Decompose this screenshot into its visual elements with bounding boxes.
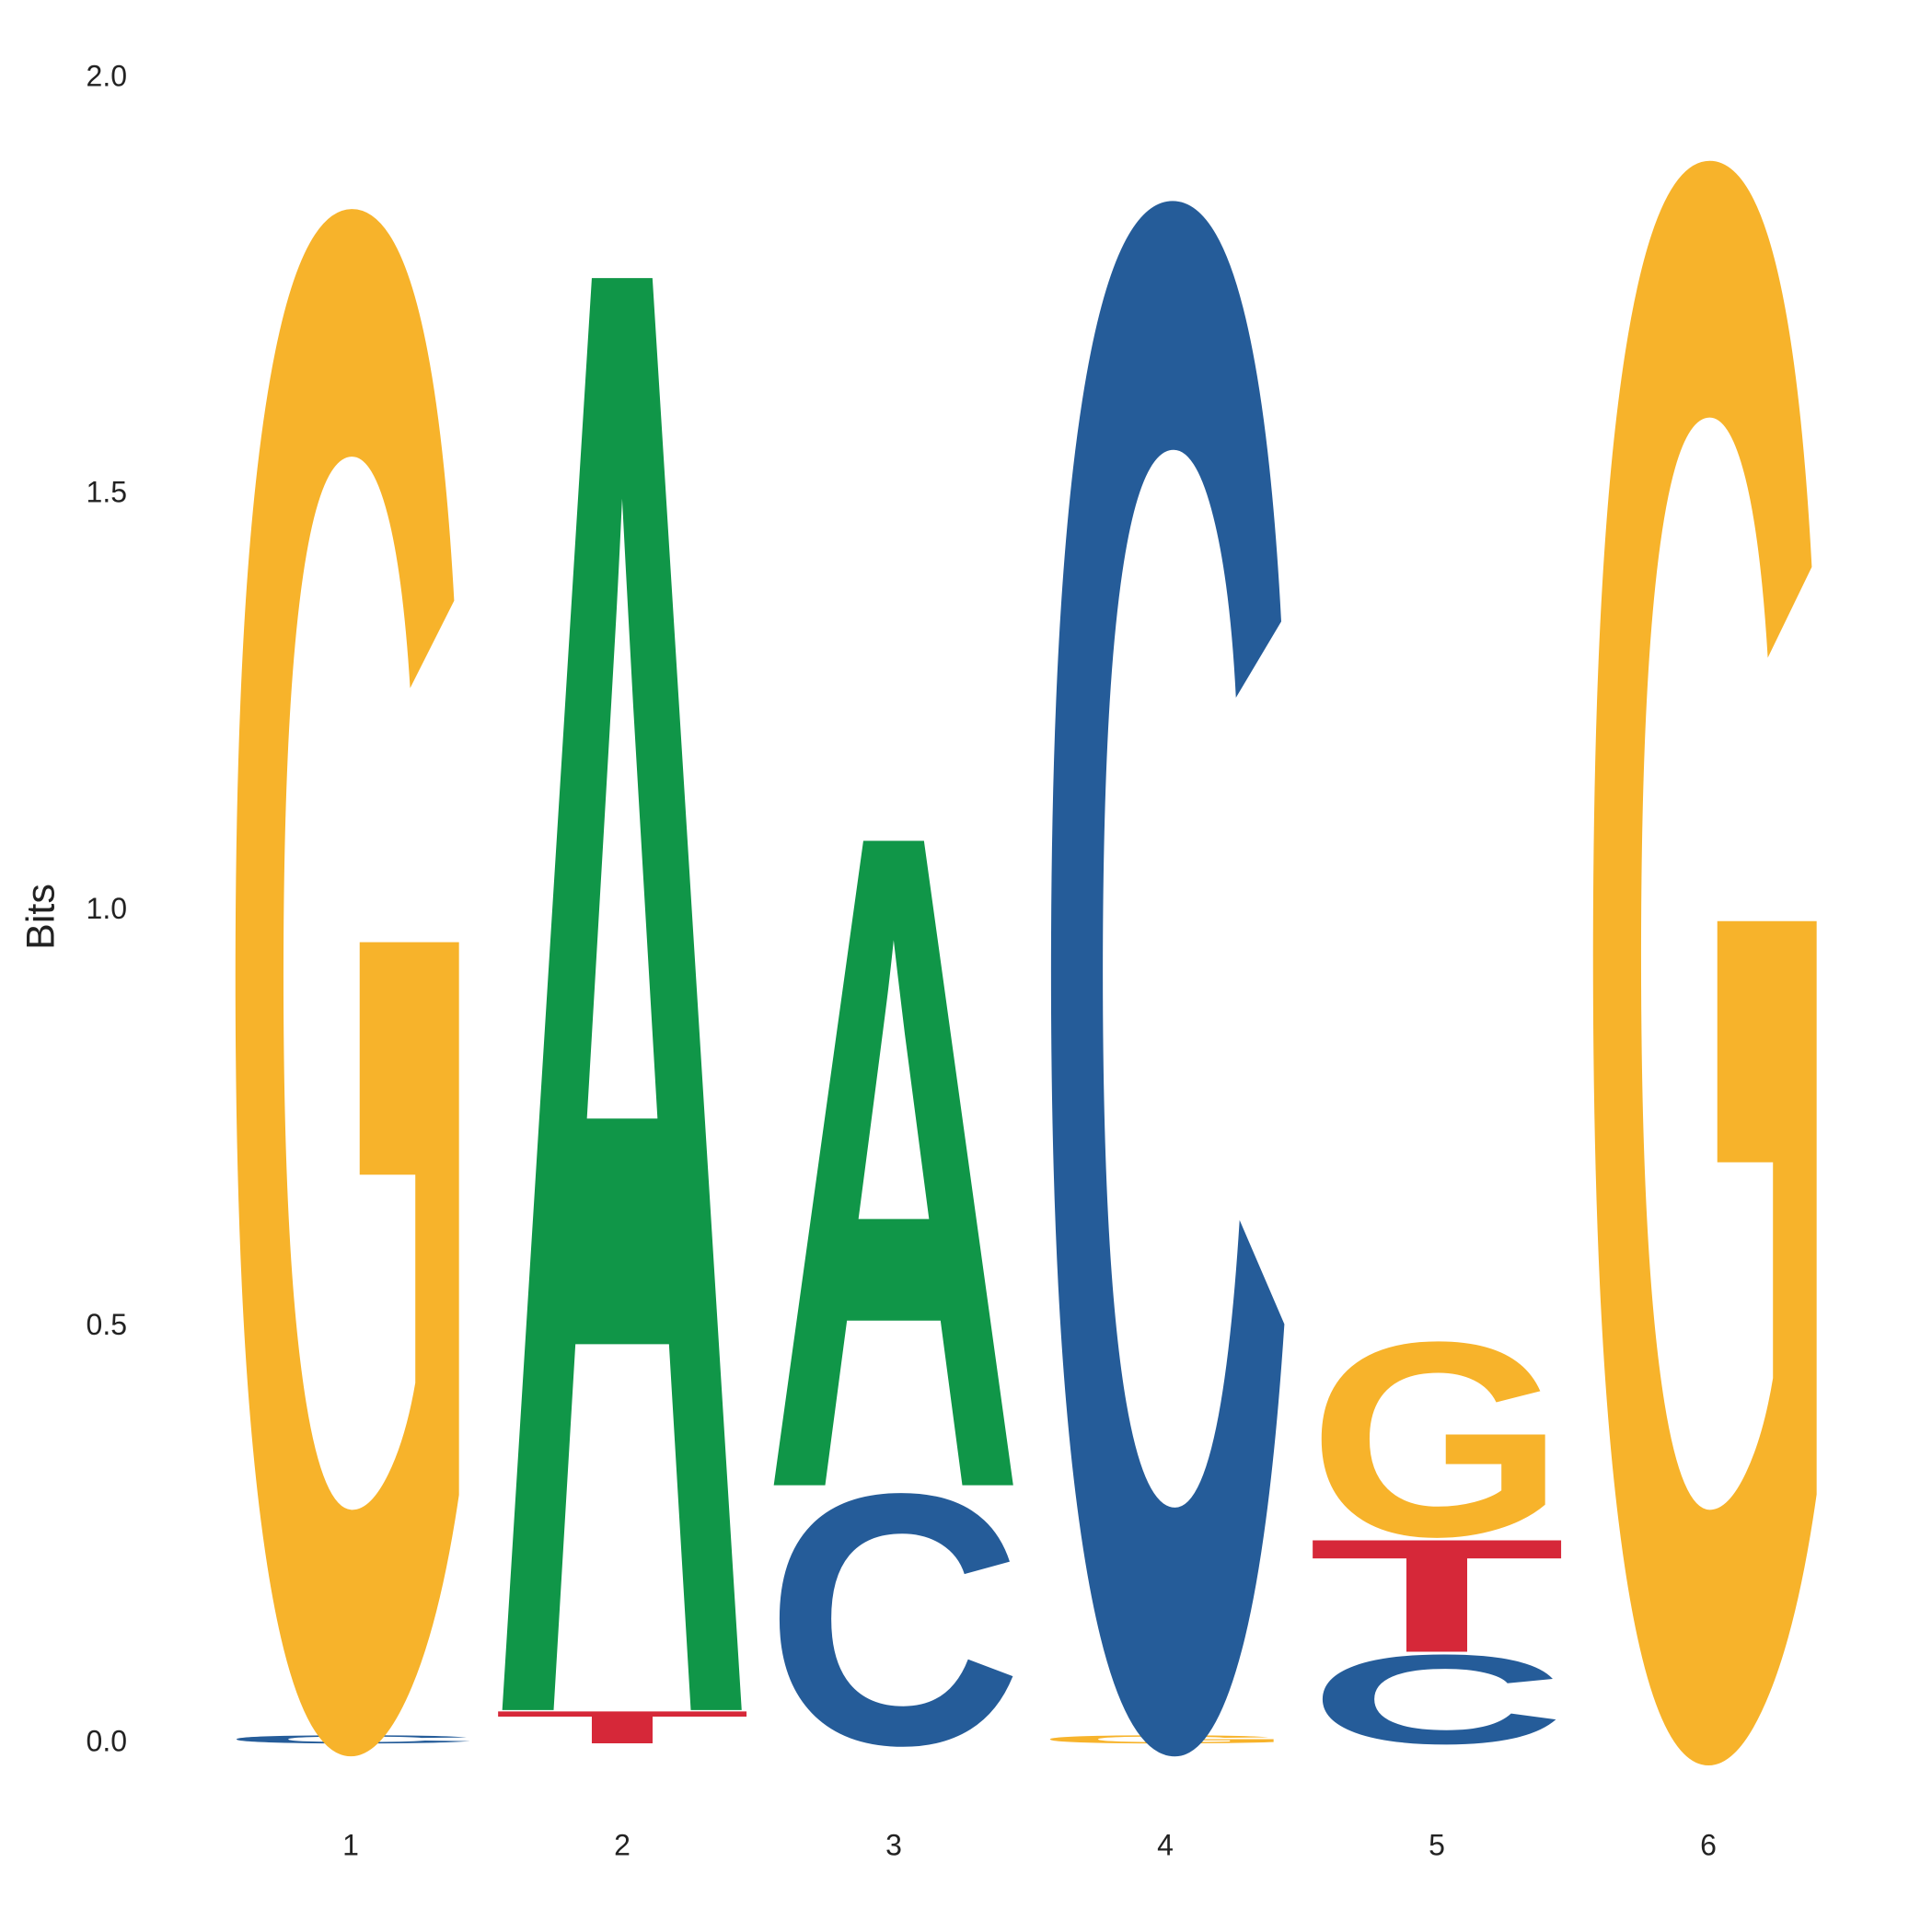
y-tick-label: 1.0 — [87, 892, 127, 925]
letter: C — [222, 1733, 480, 1746]
letter: C — [1036, 0, 1294, 1932]
y-tick-label: 0.0 — [87, 1724, 127, 1757]
letter: A — [493, 0, 751, 1932]
letter: G — [1308, 1284, 1566, 1594]
y-tick-label: 1.5 — [87, 476, 127, 509]
x-tick-label: 5 — [1429, 1828, 1445, 1861]
letter: G — [1579, 0, 1837, 1932]
y-tick-label: 0.5 — [87, 1308, 127, 1341]
x-tick-label: 4 — [1157, 1828, 1174, 1861]
letter: T — [1308, 1506, 1566, 1686]
x-tick-label: 2 — [614, 1828, 631, 1861]
letter: G — [1036, 1733, 1294, 1746]
letter: C — [765, 1419, 1023, 1820]
y-axis-label: Bits — [18, 884, 63, 950]
y-tick-label: 2.0 — [87, 59, 127, 92]
x-tick-label: 3 — [885, 1828, 902, 1861]
x-tick-label: 6 — [1700, 1828, 1717, 1861]
letter: C — [1308, 1628, 1566, 1770]
letter: G — [222, 0, 480, 1932]
letter: A — [765, 637, 1023, 1683]
x-tick-label: 1 — [342, 1828, 359, 1861]
letter: T — [493, 1702, 751, 1753]
